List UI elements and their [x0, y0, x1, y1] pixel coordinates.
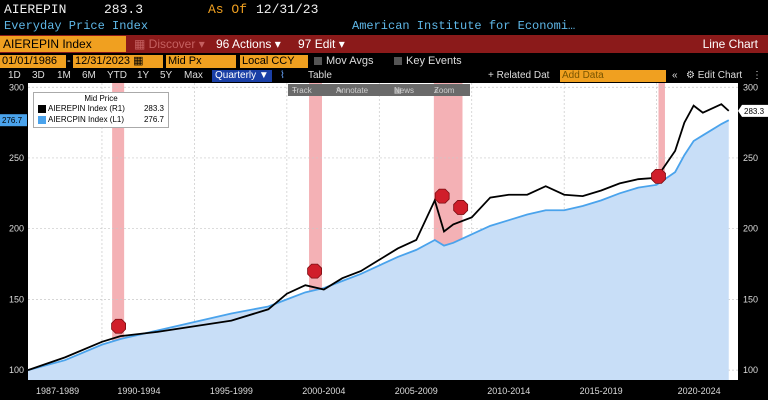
frequency-select[interactable]: Quarterly ▼: [212, 70, 272, 82]
x-tick-label: 2020-2024: [678, 386, 721, 396]
date-separator: -: [67, 55, 71, 67]
related-data-button[interactable]: + Related Dat: [488, 70, 550, 81]
as-of-date: 12/31/23: [256, 2, 319, 17]
more-icon[interactable]: ⋮: [752, 70, 762, 81]
x-tick-label: 1995-1999: [210, 386, 253, 396]
security-source: American Institute for Economi…: [352, 19, 576, 33]
currency-select[interactable]: Local CCY: [240, 55, 308, 68]
actions-icon: 96: [216, 37, 233, 51]
x-tick-label: 2000-2004: [302, 386, 345, 396]
event-marker-icon: [307, 263, 322, 279]
discover-button[interactable]: ▦ Discover ▾: [134, 37, 205, 51]
subtitle-bar: Everyday Price Index American Institute …: [0, 18, 768, 35]
y-tick-label-left: 200: [9, 224, 24, 234]
last-value-tag-epi: [738, 104, 768, 117]
period-1y[interactable]: 1Y: [137, 70, 150, 81]
legend-item-cpi: AIERCPIN Index (L1): [38, 115, 124, 124]
chart-area[interactable]: 300 250 200 150 100 300 250 200 150 100 276.7 283.3…: [0, 83, 768, 400]
news-icon: ▤: [394, 86, 402, 95]
x-tick-label: 2005-2009: [395, 386, 438, 396]
security-field[interactable]: AIEREPIN Index: [0, 36, 126, 52]
table-button[interactable]: Table: [308, 70, 332, 81]
title-bar: AIEREPIN 283.3 As Of 12/31/23: [0, 0, 768, 18]
last-value-tag-cpi: [0, 114, 27, 127]
y-tick-label-right: 100: [743, 365, 758, 375]
mov-avgs-toggle[interactable]: Mov Avgs: [314, 55, 374, 68]
track-icon: +: [292, 86, 297, 95]
y-tick-label-left: 100: [9, 365, 24, 375]
period-6m[interactable]: 6M: [82, 70, 96, 81]
event-marker-icon: [651, 168, 666, 184]
pencil-icon: ✎: [336, 86, 343, 95]
y-tick-label-right: 150: [743, 294, 758, 304]
security-description: Everyday Price Index: [4, 19, 149, 33]
period-3d[interactable]: 3D: [32, 70, 45, 81]
y-tick-label-right: 200: [743, 224, 758, 234]
calendar-icon: ▦: [133, 55, 144, 67]
end-date-field[interactable]: 12/31/2023 ▦: [73, 55, 163, 68]
chart-toolbar: + Track ✎ Annotate ▤ News ⌕ Zoom: [288, 84, 470, 96]
event-marker-icon: [111, 318, 126, 334]
event-marker-icon: [453, 200, 469, 215]
axis-labels: 300 250 200 150 100 300 250 200 150 100 276.7 283.3…: [0, 83, 768, 396]
chart-type-label: Line Chart: [702, 37, 758, 51]
recession-band: [112, 83, 125, 380]
legend-item-epi: AIEREPIN Index (R1): [38, 104, 125, 113]
edit-chart-button[interactable]: ⚙ Edit Chart: [686, 70, 743, 81]
event-marker-icon: [434, 188, 450, 204]
collapse-icon[interactable]: «: [672, 70, 678, 81]
add-data-input[interactable]: Add Data: [560, 70, 666, 82]
x-tick-label: 1990-1994: [117, 386, 160, 396]
key-events-toggle[interactable]: Key Events: [394, 55, 462, 68]
y-tick-label-left: 150: [9, 294, 24, 304]
legend-value-epi: 283.3: [143, 104, 164, 113]
series-layer: [27, 103, 730, 380]
x-tick-label: 2010-2014: [487, 386, 530, 396]
edit-icon: 97: [298, 37, 315, 51]
start-date-field[interactable]: 01/01/1986: [0, 55, 66, 68]
cpi-area: [28, 120, 729, 380]
period-1d[interactable]: 1D: [8, 70, 21, 81]
y-tick-label-left: 250: [9, 153, 24, 163]
zoom-icon: ⌕: [434, 86, 439, 95]
y-tick-label-right: 300: [743, 83, 758, 92]
key-events-checkbox[interactable]: [394, 57, 402, 66]
y-tick-label-left: 300: [9, 83, 24, 92]
period-1m[interactable]: 1M: [57, 70, 71, 81]
edit-menu[interactable]: 97 Edit ▾: [298, 37, 345, 51]
date-controls: 01/01/1986 - 12/31/2023 ▦ Mid Px Local C…: [0, 54, 768, 69]
actions-menu[interactable]: 96 Actions ▾: [216, 37, 281, 51]
legend-swatch-epi: [38, 104, 46, 113]
edit-chart-icon: ⚙: [686, 70, 698, 81]
period-5y[interactable]: 5Y: [160, 70, 173, 81]
x-tick-label: 1987-1989: [36, 386, 79, 396]
last-value: 283.3: [104, 2, 144, 17]
last-value-text-cpi: 276.7: [2, 116, 23, 125]
field-select[interactable]: Mid Px: [166, 55, 236, 68]
y-tick-label-right: 250: [743, 153, 758, 163]
legend-value-cpi: 276.7: [143, 115, 164, 124]
discover-icon: ▦: [134, 37, 149, 51]
period-controls: 1D 3D 1M 6M YTD 1Y 5Y Max Quarterly ▼ ⌇ …: [0, 69, 768, 83]
period-ytd[interactable]: YTD: [107, 70, 127, 81]
event-markers: [111, 168, 666, 334]
as-of-label: As Of: [208, 2, 248, 17]
cpi-line: [27, 119, 730, 371]
period-max[interactable]: Max: [184, 70, 203, 81]
last-value-text-epi: 283.3: [744, 107, 765, 116]
epi-line: [27, 103, 730, 371]
legend-swatch-cpi: [38, 115, 46, 124]
ticker-symbol: AIEREPIN: [4, 2, 67, 17]
chart-style-icon[interactable]: ⌇: [280, 70, 285, 81]
mov-avgs-checkbox[interactable]: [314, 57, 322, 66]
chart-legend: Mid Price AIEREPIN Index (R1) 283.3 AIER…: [33, 92, 169, 128]
x-tick-label: 2015-2019: [580, 386, 623, 396]
function-bar: AIEREPIN Index ▦ Discover ▾ 96 Actions ▾…: [0, 35, 768, 53]
price-chart[interactable]: 300 250 200 150 100 300 250 200 150 100 276.7 283.3…: [0, 83, 768, 400]
legend-title: Mid Price: [84, 94, 118, 103]
